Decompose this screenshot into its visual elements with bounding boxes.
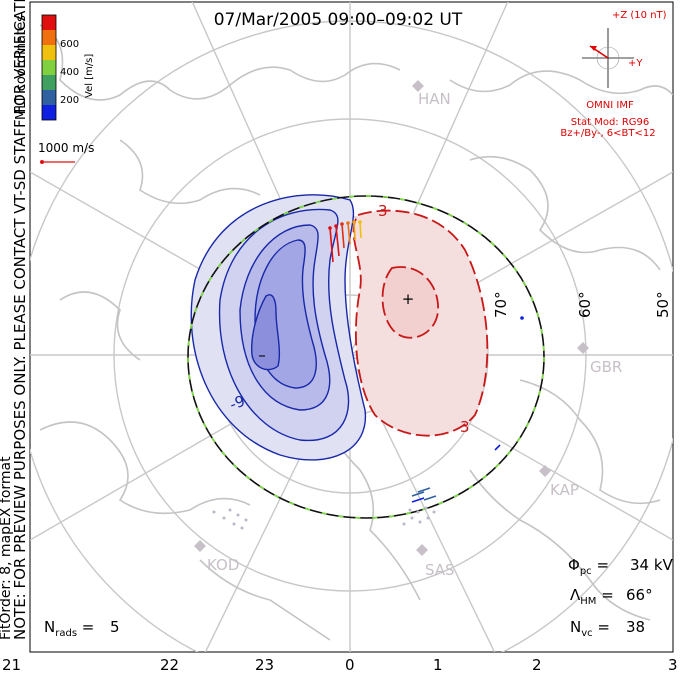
station-marker-sas <box>416 544 428 556</box>
colorbar-tick-200: 200 <box>60 95 79 106</box>
colorbar-tick-400: 400 <box>60 67 79 78</box>
station-label-han: HAN <box>418 90 451 108</box>
negative-convection-cell <box>190 194 367 461</box>
mlt-axis: 21 22 23 0 1 2 3 <box>2 656 678 674</box>
imf-source: OMNI IMF <box>586 100 634 111</box>
station-marker-kap <box>539 465 551 477</box>
station-marker-gbr <box>577 342 589 354</box>
heppner-maynard-boundary-dash <box>187 195 545 519</box>
station-marker-han <box>412 80 424 92</box>
latitude-label-60: 60° <box>576 291 594 318</box>
latitude-label-50: 50° <box>654 291 672 318</box>
mlt-label-23: 23 <box>255 656 274 674</box>
phi-pc-label: Φpc = <box>568 556 609 577</box>
station-label-sas: SAS <box>425 561 455 579</box>
fit-order-note: FitOrder: 8, mapEX format <box>0 456 14 640</box>
n-vc-value: 38 <box>626 618 645 636</box>
vector-scale: 1000 m/s <box>38 141 94 164</box>
min-marker: – <box>258 346 266 364</box>
map-title: 07/Mar/2005 09:00–09:02 UT <box>214 10 463 30</box>
latitude-label-70: 70° <box>492 291 510 318</box>
stat-model: Stat Mod: RG96 <box>571 117 650 128</box>
contour-label-pos-2: 3 <box>460 418 470 436</box>
velocity-colorbar: 600 400 200 Vel [m/s] <box>41 14 95 121</box>
positive-convection-cell <box>352 209 489 437</box>
imf-condition: Bz+/By-, 6<BT<12 <box>560 128 655 139</box>
phi-pc-value: 34 kV <box>630 556 674 574</box>
colorbar-tick-600: 600 <box>60 39 79 50</box>
mlt-label-3: 3 <box>668 656 678 674</box>
lambda-hm-value: 66° <box>626 586 653 604</box>
mlt-label-22: 22 <box>160 656 179 674</box>
station-markers <box>194 80 589 556</box>
imf-y-label: +Y <box>628 58 643 69</box>
vector-scale-label: 1000 m/s <box>38 141 94 155</box>
n-vc-label: Nvc = <box>570 618 610 639</box>
preview-note: NOTE: FOR PREVIEW PURPOSES ONLY. PLEASE … <box>11 0 29 640</box>
coordinate-label: MLT coordinates <box>14 15 29 120</box>
data-points <box>212 506 436 530</box>
n-rads-value: 5 <box>110 618 120 636</box>
mlt-label-0: 0 <box>345 656 355 674</box>
imf-z-label: +Z (10 nT) <box>612 10 667 21</box>
max-marker: + <box>402 290 415 308</box>
mlt-label-2: 2 <box>532 656 542 674</box>
contour-label-neg: -9 <box>227 392 247 414</box>
plot-frame <box>29 1 674 653</box>
station-label-kap: KAP <box>550 481 579 499</box>
contour-label-pos-1: 3 <box>378 202 388 220</box>
imf-clock-dial: +Z (10 nT) +Y OMNI IMF Stat Mod: RG96 Bz… <box>560 10 666 139</box>
station-marker-kod <box>194 540 206 552</box>
station-label-gbr: GBR <box>590 358 622 376</box>
colorbar-unit: Vel [m/s] <box>84 54 95 98</box>
station-label-kod: KOD <box>207 556 239 574</box>
mlt-label-21: 21 <box>2 656 21 674</box>
mlt-label-1: 1 <box>433 656 443 674</box>
velocity-vectors <box>328 220 524 503</box>
